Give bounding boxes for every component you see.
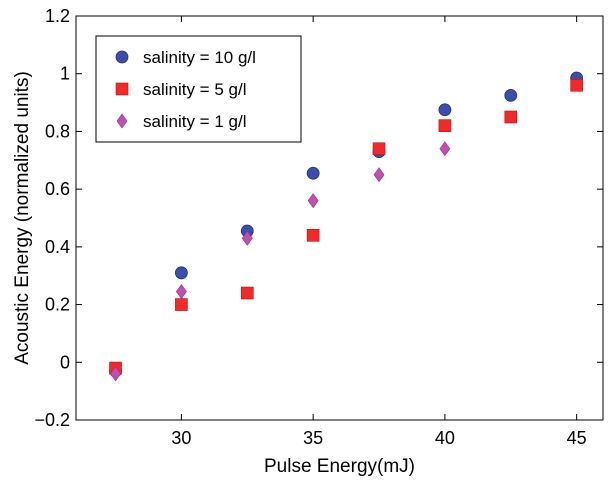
- data-point: [175, 284, 187, 300]
- y-tick-label: 0.8: [45, 121, 70, 141]
- x-tick-label: 35: [303, 428, 323, 448]
- data-point: [241, 230, 253, 246]
- series-square: [109, 78, 583, 375]
- data-point: [438, 103, 452, 117]
- legend-marker: [115, 50, 129, 64]
- data-point: [240, 286, 254, 300]
- legend-marker: [116, 113, 128, 129]
- data-point: [504, 88, 518, 102]
- series-diamond: [110, 141, 451, 382]
- legend: salinity = 10 g/l salinity = 5 g/l salinit…: [95, 35, 302, 143]
- legend-marker: [115, 82, 129, 96]
- y-tick-label: 1: [60, 64, 70, 84]
- data-point: [306, 229, 320, 242]
- data-point: [306, 166, 320, 180]
- x-tick-label: 30: [171, 428, 191, 448]
- legend-label: salinity = 1 g/l: [143, 112, 246, 131]
- axis-ticks: [76, 15, 603, 421]
- x-tick-label: 45: [567, 428, 587, 448]
- legend-label: salinity = 5 g/l: [143, 80, 246, 99]
- data-point: [570, 78, 583, 92]
- data-point: [307, 193, 319, 209]
- data-point: [175, 298, 188, 311]
- y-axis-label: Acoustic Energy (normalized units): [12, 71, 33, 365]
- y-tick-label: 0.4: [45, 237, 70, 257]
- y-tick-label: 0.6: [45, 179, 70, 199]
- data-point: [373, 167, 385, 183]
- data-point: [439, 141, 451, 157]
- y-tick-label: −0.2: [34, 410, 70, 430]
- x-tick-label: 40: [435, 428, 455, 448]
- y-tick-label: 0.2: [45, 295, 70, 315]
- x-axis-label: Pulse Energy(mJ): [264, 456, 415, 477]
- data-point: [438, 119, 452, 132]
- legend-label: salinity = 10 g/l: [143, 48, 256, 67]
- tick-labels: 30 35 40 45 −0.2 0 0.2 0.4 0.6 0.8 1 1.2: [34, 6, 586, 448]
- data-point: [174, 266, 188, 280]
- legend-box: [95, 35, 302, 143]
- data-points: [109, 71, 584, 382]
- y-tick-label: 0: [60, 352, 70, 372]
- data-point: [504, 110, 518, 124]
- y-tick-label: 1.2: [45, 6, 70, 26]
- data-point: [110, 366, 121, 382]
- data-point: [372, 142, 386, 156]
